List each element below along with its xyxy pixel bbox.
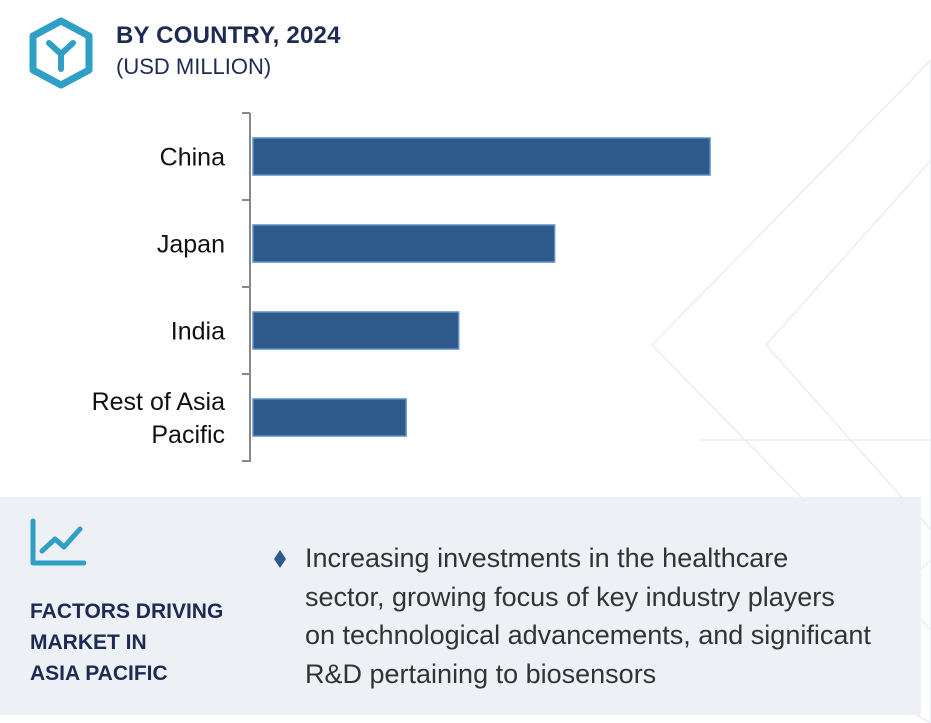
category-label-line: India — [171, 317, 225, 345]
chart-subtitle: (USD MILLION) — [116, 54, 272, 79]
factor-description: Increasing investments in the healthcare… — [305, 539, 915, 693]
bar — [252, 224, 556, 263]
category-label: Japan — [157, 230, 225, 258]
factor-text-line: Increasing investments in the healthcare — [305, 543, 789, 573]
bar — [252, 311, 460, 350]
factors-title-line: MARKET IN — [30, 631, 147, 654]
y-hexagon-logo-icon — [29, 17, 93, 89]
factors-title-line: FACTORS DRIVING — [30, 600, 224, 623]
factors-panel — [0, 497, 921, 715]
factor-text-line: on technological advancements, and signi… — [305, 620, 871, 650]
category-label-line: Japan — [157, 230, 225, 258]
chart-title: BY COUNTRY, 2024 — [116, 22, 341, 49]
category-label-line: Pacific — [151, 421, 225, 449]
bar — [252, 398, 407, 437]
factors-title: FACTORS DRIVING MARKET IN ASIA PACIFIC — [30, 596, 250, 689]
factors-title-line: ASIA PACIFIC — [30, 662, 168, 685]
category-label: India — [171, 317, 225, 345]
category-label-line: Rest of Asia — [92, 388, 225, 416]
factor-text-line: R&D pertaining to biosensors — [305, 658, 657, 689]
trend-chart-icon — [30, 518, 86, 566]
factor-text-line: sector, growing focus of key industry pl… — [305, 581, 835, 612]
diamond-bullet-icon — [274, 550, 286, 568]
category-label-line: China — [160, 143, 225, 171]
category-label: Rest of Asia Pacific — [92, 388, 225, 449]
bar — [252, 137, 711, 176]
bar-chart: China Japan India Rest of Asia Pacific — [92, 112, 711, 462]
category-label: China — [160, 143, 225, 171]
